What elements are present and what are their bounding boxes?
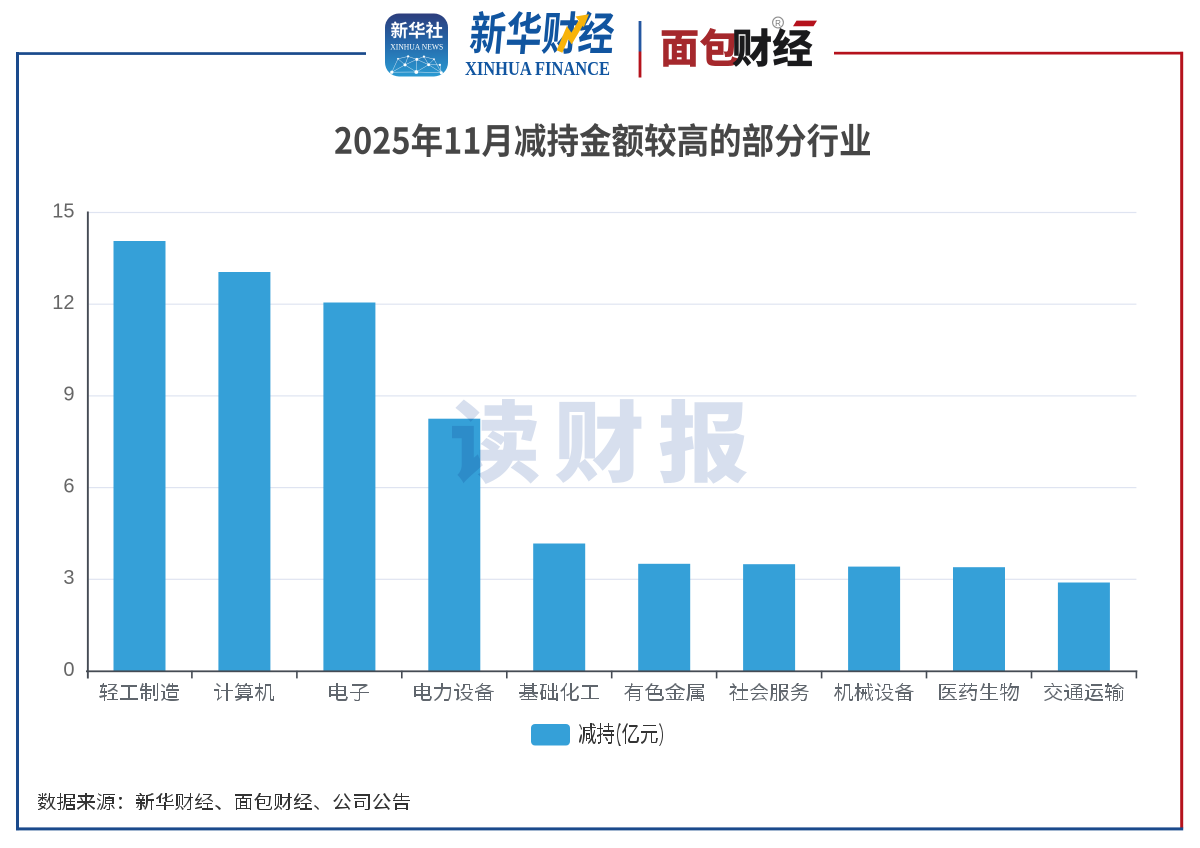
svg-text:R: R xyxy=(775,19,781,28)
svg-text:12: 12 xyxy=(52,292,74,314)
svg-text:3: 3 xyxy=(63,567,74,589)
svg-text:0: 0 xyxy=(63,659,74,681)
svg-text:15: 15 xyxy=(52,200,74,222)
svg-text:9: 9 xyxy=(63,384,74,406)
svg-text:XINHUA NEWS: XINHUA NEWS xyxy=(390,42,443,52)
svg-text:6: 6 xyxy=(63,475,74,497)
svg-text:XINHUA FINANCE: XINHUA FINANCE xyxy=(465,59,610,80)
